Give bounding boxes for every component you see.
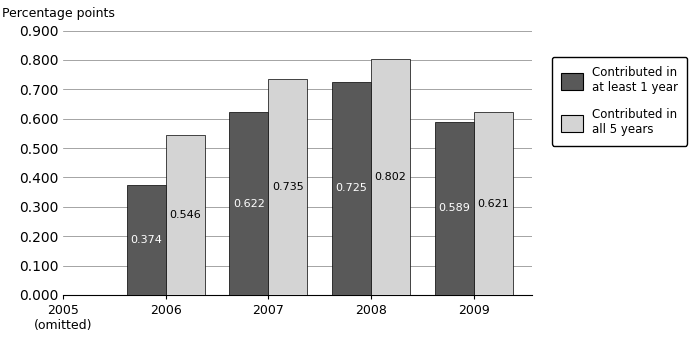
- Text: 0.802: 0.802: [374, 172, 407, 182]
- Bar: [371, 59, 410, 295]
- Bar: [230, 112, 268, 295]
- Text: 0.546: 0.546: [169, 210, 201, 220]
- Bar: [435, 122, 474, 295]
- Text: 0.725: 0.725: [335, 183, 368, 194]
- Bar: [332, 82, 371, 295]
- Legend: Contributed in
at least 1 year, Contributed in
all 5 years: Contributed in at least 1 year, Contribu…: [552, 57, 687, 146]
- Text: 0.735: 0.735: [272, 182, 304, 192]
- Bar: [127, 185, 166, 295]
- Bar: [474, 113, 512, 295]
- Text: 0.621: 0.621: [477, 199, 509, 209]
- Text: 0.374: 0.374: [130, 235, 162, 245]
- Text: 0.622: 0.622: [233, 199, 265, 208]
- Text: 0.589: 0.589: [438, 203, 470, 214]
- X-axis label: Year: Year: [284, 338, 311, 339]
- Bar: [268, 79, 307, 295]
- Text: Percentage points: Percentage points: [2, 7, 115, 20]
- Bar: [166, 135, 204, 295]
